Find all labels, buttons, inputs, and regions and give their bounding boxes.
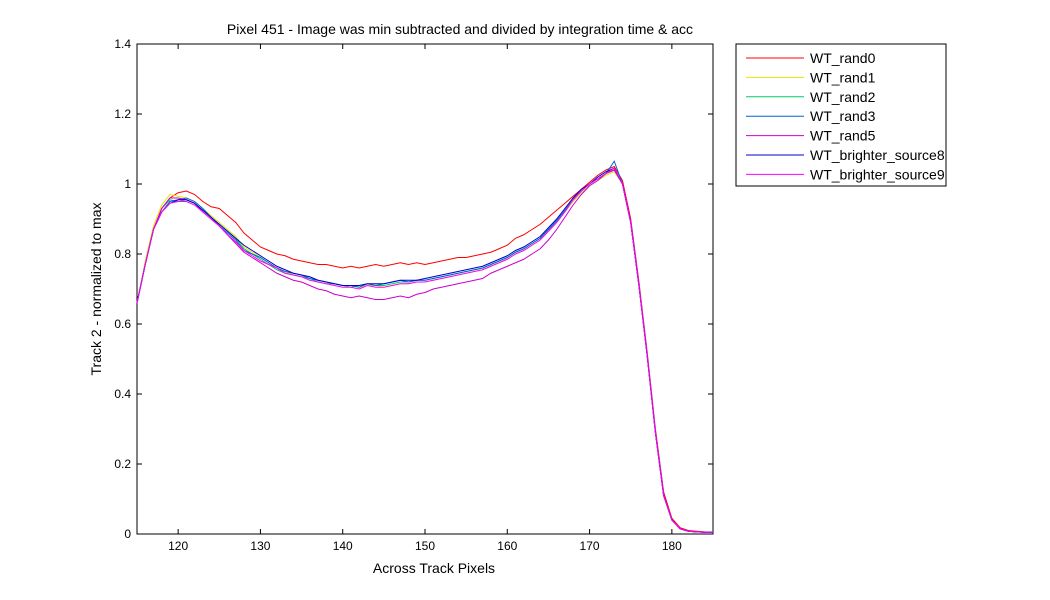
series-line-WT_rand0	[136, 165, 714, 533]
legend-label: WT_rand5	[810, 128, 876, 144]
legend-box	[735, 43, 947, 187]
legend-label: WT_rand3	[810, 108, 876, 124]
y-tick-label: 0	[124, 527, 131, 541]
y-tick-label: 1.4	[114, 37, 131, 51]
legend-label: WT_rand0	[810, 50, 876, 66]
series-line-WT_rand5	[136, 169, 713, 533]
y-tick-label: 1.2	[114, 107, 131, 121]
x-tick-label: 130	[250, 539, 270, 553]
y-tick-label: 0.8	[114, 247, 131, 261]
legend-items: WT_rand0 WT_rand1 WT_rand2 WT_rand3 WT_rand5…	[746, 50, 945, 182]
legend-label: WT_brighter_source8	[810, 147, 945, 163]
x-axis-ticks: 120 130 140 150 160 170 180	[168, 44, 682, 553]
x-tick-label: 180	[662, 539, 682, 553]
plot-area	[136, 43, 714, 535]
chart-title: Pixel 451 - Image was min subtracted and…	[227, 21, 693, 37]
y-axis-ticks: 0 0.2 0.4 0.6 0.8 1 1.2 1.4	[114, 37, 713, 541]
x-tick-label: 150	[415, 539, 435, 553]
x-tick-label: 170	[580, 539, 600, 553]
x-tick-label: 140	[333, 539, 353, 553]
x-axis-label: Across Track Pixels	[373, 560, 495, 576]
x-tick-label: 160	[497, 539, 517, 553]
x-tick-label: 120	[168, 539, 188, 553]
legend-label: WT_brighter_source9	[810, 166, 945, 182]
y-tick-label: 0.2	[114, 457, 131, 471]
legend-label: WT_rand1	[810, 69, 876, 85]
y-tick-label: 0.6	[114, 317, 131, 331]
plot-lines	[136, 160, 714, 533]
y-tick-label: 1	[124, 177, 131, 191]
y-axis-label: Track 2 - normalized to max	[88, 203, 104, 376]
legend: WT_rand0 WT_rand1 WT_rand2 WT_rand3 WT_rand5…	[735, 43, 947, 187]
series-line-WT_brighter_source9	[136, 167, 713, 533]
series-line-WT_rand3	[136, 160, 713, 533]
y-tick-label: 0.4	[114, 387, 131, 401]
legend-label: WT_rand2	[810, 89, 876, 105]
